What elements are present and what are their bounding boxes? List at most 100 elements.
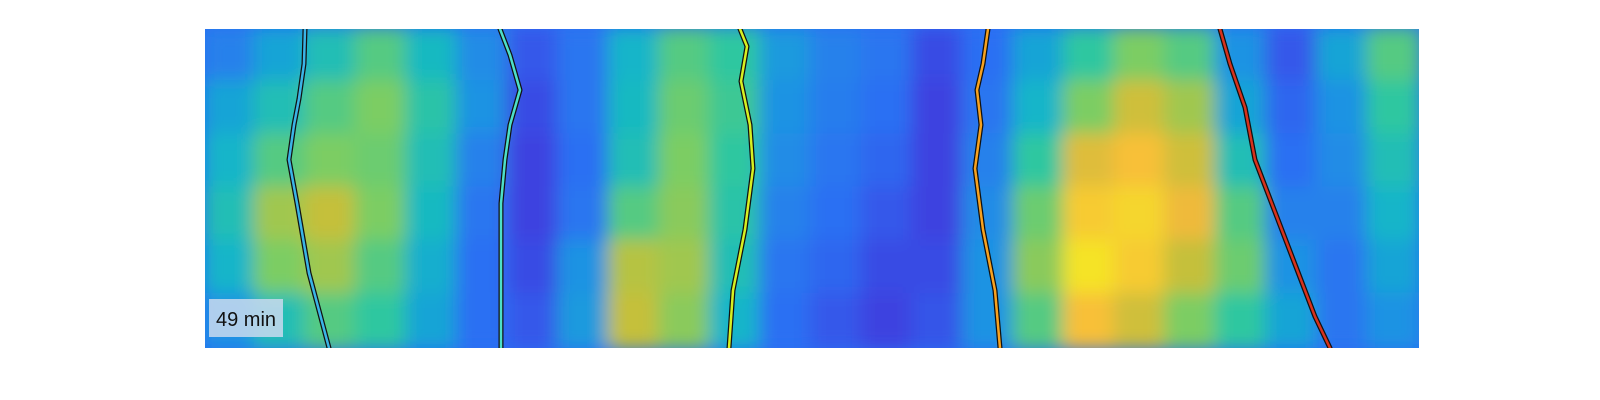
heatmap-cell [1366, 133, 1419, 191]
heatmap-cell [304, 186, 359, 244]
heatmap-cells [205, 29, 1419, 348]
heatmap-cell [708, 80, 764, 138]
heatmap-cell [607, 133, 663, 191]
heatmap-cell [1214, 186, 1270, 244]
heatmap-cell [557, 133, 612, 191]
heatmap-cell [759, 186, 814, 244]
heatmap-cell [658, 29, 713, 85]
heatmap-cell [1366, 239, 1419, 297]
heatmap-cell [1012, 239, 1067, 297]
heatmap-cell [607, 186, 663, 244]
heatmap-cell [304, 292, 359, 348]
heatmap-cell [1113, 186, 1169, 244]
heatmap-cell [506, 239, 562, 297]
heatmap-cell [607, 80, 663, 138]
heatmap-cell [557, 239, 612, 297]
heatmap-cell [1164, 80, 1219, 138]
heatmap-cell [1315, 80, 1371, 138]
heatmap-cell [205, 29, 258, 85]
heatmap-cell [1214, 80, 1270, 138]
heatmap-cell [961, 186, 1017, 244]
heatmap-cell [1315, 292, 1371, 348]
heatmap-cell [1164, 133, 1219, 191]
heatmap-cell [607, 292, 663, 348]
heatmap-cell [405, 80, 460, 138]
heatmap-cell [354, 239, 410, 297]
heatmap-cell [1113, 80, 1169, 138]
heatmap-cell [759, 133, 814, 191]
heatmap-cell [1214, 239, 1270, 297]
heatmap-cell [1062, 186, 1118, 244]
heatmap-cell [810, 80, 865, 138]
heatmap-cell [759, 292, 814, 348]
heatmap-cell [1366, 80, 1419, 138]
heatmap-cell [1164, 29, 1219, 85]
heatmap-cell [708, 29, 764, 85]
heatmap-cell [1265, 239, 1320, 297]
heatmap-cell [1062, 133, 1118, 191]
heatmap-cell [810, 186, 865, 244]
heatmap-cell [557, 29, 612, 85]
heatmap-cell [1113, 133, 1169, 191]
heatmap-cell [405, 292, 460, 348]
heatmap-cell [708, 133, 764, 191]
heatmap-cell [506, 133, 562, 191]
heatmap-cell [658, 80, 713, 138]
heatmap-cell [1012, 186, 1067, 244]
heatmap-cell [1265, 133, 1320, 191]
heatmap-cell [961, 80, 1017, 138]
heatmap-cell [759, 239, 814, 297]
heatmap-cell [658, 133, 713, 191]
heatmap-cell [253, 29, 309, 85]
heatmap-cell [205, 80, 258, 138]
heatmap-cell [1062, 292, 1118, 348]
heatmap-cell [506, 186, 562, 244]
heatmap-cell [961, 133, 1017, 191]
heatmap-cell [911, 186, 966, 244]
trajectory-lines [286, 29, 1333, 348]
time-label-background [209, 299, 283, 337]
heatmap-cell [1164, 292, 1219, 348]
heatmap-cell [253, 133, 309, 191]
heatmap-cell [557, 292, 612, 348]
heatmap-cell [405, 29, 460, 85]
heatmap-cell [1062, 29, 1118, 85]
heatmap-cell [1113, 239, 1169, 297]
heatmap-cell [658, 186, 713, 244]
heatmap-cell [1315, 29, 1371, 85]
heatmap-cell [1265, 186, 1320, 244]
heatmap-cell [1315, 186, 1371, 244]
heatmap-cell [1265, 29, 1320, 85]
heatmap-cell [405, 186, 460, 244]
heatmap-cell [205, 133, 258, 191]
heatmap-cell [911, 133, 966, 191]
heatmap-cell [658, 292, 713, 348]
heatmap-cell [810, 133, 865, 191]
heatmap-cell [759, 29, 814, 85]
heatmap-cell [405, 133, 460, 191]
heatmap-cell [658, 239, 713, 297]
heatmap-cell [304, 80, 359, 138]
heatmap-cell [1012, 80, 1067, 138]
heatmap-cell [1012, 292, 1067, 348]
heatmap-cell [911, 292, 966, 348]
heatmap-cell [911, 80, 966, 138]
heatmap-cell [1062, 80, 1118, 138]
heatmap-cell [1164, 239, 1219, 297]
trajectory-line-2 [498, 29, 522, 348]
heatmap-plot-area [205, 29, 1419, 348]
heatmap-cell [860, 292, 916, 348]
heatmap-cell [1265, 80, 1320, 138]
heatmap-cell [1214, 292, 1270, 348]
heatmap-cell [1366, 292, 1419, 348]
heatmap-cell [205, 186, 258, 244]
trajectory-line-4 [973, 29, 1002, 348]
heatmap-cell [354, 133, 410, 191]
heatmap-cell [961, 292, 1017, 348]
heatmap-cell [810, 29, 865, 85]
heatmap-cell [759, 80, 814, 138]
time-annotation: 49 min [209, 299, 283, 337]
heatmap-cell [708, 186, 764, 244]
heatmap-cell [304, 29, 359, 85]
heatmap-cell [354, 29, 410, 85]
